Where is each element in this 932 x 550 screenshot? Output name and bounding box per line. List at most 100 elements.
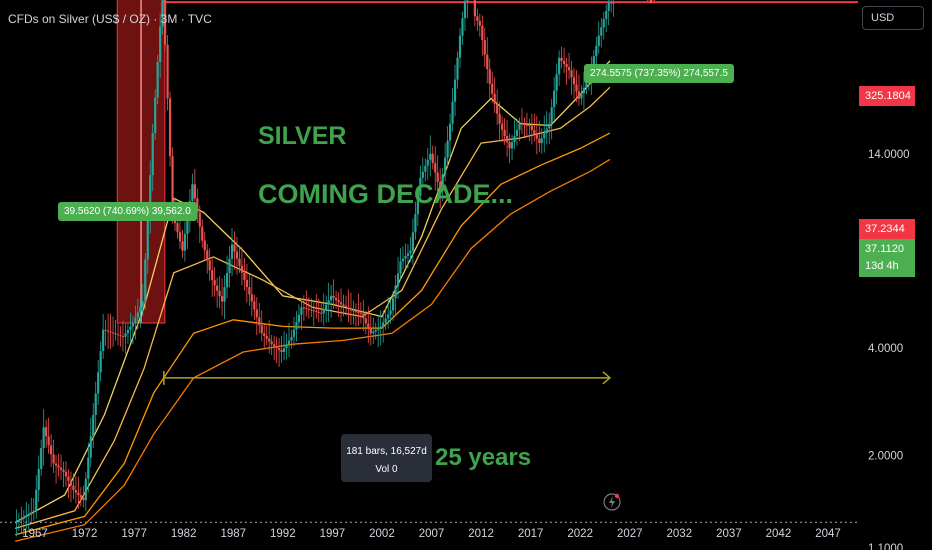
candle-body <box>404 255 407 259</box>
candle-body <box>466 0 469 1</box>
symbol-title[interactable]: CFDs on Silver (US$ / OZ) · 3M · TVC <box>8 12 212 26</box>
candle-body <box>406 253 410 256</box>
candle-body <box>253 301 256 310</box>
candle-body <box>493 93 496 104</box>
candle-body <box>77 492 80 496</box>
candle-body <box>496 103 499 114</box>
x-tick-label: 2007 <box>419 528 445 540</box>
x-tick-label: 2042 <box>766 528 792 540</box>
candle-body <box>458 35 462 58</box>
currency-button[interactable]: USD <box>862 6 924 30</box>
candle-body <box>344 305 348 308</box>
candle-body <box>84 478 87 501</box>
x-tick-label: 2037 <box>716 528 742 540</box>
candle-body <box>382 322 385 327</box>
candle-body <box>248 287 251 295</box>
candle-body <box>245 279 248 288</box>
x-tick-label: 2017 <box>518 528 544 540</box>
candle-body <box>483 40 486 55</box>
x-tick-label: 2022 <box>567 528 593 540</box>
candle-body <box>312 310 315 312</box>
candle-body <box>535 134 538 139</box>
candle-body <box>203 240 206 251</box>
candle-body <box>297 314 301 323</box>
candle-body <box>42 427 45 449</box>
range-arrow-head <box>602 371 612 385</box>
candle-body <box>310 309 313 311</box>
candle-body <box>305 308 308 310</box>
x-tick-label: 2027 <box>617 528 643 540</box>
candle-body <box>553 90 556 108</box>
candle-body <box>342 304 345 306</box>
candle-body <box>102 329 105 352</box>
last-price: 37.1120 <box>865 243 904 255</box>
candle-body <box>379 326 382 329</box>
alert-icon[interactable] <box>603 493 621 511</box>
candle-body <box>240 265 244 273</box>
candle-body <box>391 298 395 311</box>
candle-body <box>233 244 236 252</box>
candle-body <box>255 309 258 318</box>
time-axis[interactable]: 1967 1972 1977 1982 1987 1992 1997 2002 2007 2012… <box>22 528 841 540</box>
x-tick-label: 2047 <box>815 528 841 540</box>
candle-body <box>134 317 137 324</box>
candle-body <box>176 223 179 233</box>
x-tick-label: 1967 <box>22 528 48 540</box>
candle-body <box>441 174 444 192</box>
candle-body <box>25 515 28 518</box>
x-tick-label: 1977 <box>121 528 147 540</box>
candle-body <box>320 312 323 314</box>
x-tick-label: 1987 <box>220 528 246 540</box>
candle-body <box>352 310 355 312</box>
candle-body <box>183 234 187 251</box>
candle-body <box>181 241 184 251</box>
moving-average-3 <box>15 132 611 536</box>
candle-body <box>570 70 573 78</box>
candle-body <box>129 326 132 330</box>
candle-body <box>436 172 439 182</box>
candle-body <box>456 57 459 80</box>
x-tick-label: 2032 <box>667 528 693 540</box>
candle-body <box>107 330 110 332</box>
candle-body <box>451 101 454 124</box>
candle-body <box>605 10 608 20</box>
candle-body <box>481 25 484 41</box>
candle-body <box>317 311 320 313</box>
measure-label-1: 39.5620 (740.69%) 39,562.0 <box>58 202 197 221</box>
candle-body <box>610 2 613 4</box>
target-price-badge: 325.1804 <box>859 86 915 106</box>
candle-body <box>156 62 159 98</box>
last-price-badge: 37.1120 13d 4h <box>859 239 915 277</box>
candle-body <box>94 393 97 415</box>
candle-body <box>285 344 288 349</box>
candle-body <box>446 140 449 158</box>
candle-body <box>57 465 60 468</box>
candle-body <box>59 467 63 470</box>
candle-body <box>334 297 338 301</box>
candle-body <box>144 259 147 302</box>
candle-body <box>191 184 194 201</box>
candle-body <box>429 153 432 160</box>
candle-body <box>548 123 551 129</box>
candle-body <box>364 318 367 324</box>
candle-body <box>478 20 481 26</box>
candle-body <box>567 67 571 71</box>
candle-body <box>510 142 514 149</box>
candle-body <box>597 35 600 46</box>
candle-body <box>45 427 48 437</box>
candle-body <box>198 212 201 227</box>
candle-body <box>79 495 82 498</box>
candle-body <box>277 348 281 351</box>
x-tick-label: 1992 <box>270 528 296 540</box>
candle-body <box>35 489 38 511</box>
candle-body <box>270 341 273 345</box>
x-tick-label: 2012 <box>468 528 494 540</box>
candle-body <box>211 270 214 281</box>
candle-body <box>528 125 531 127</box>
candle-body <box>109 331 112 333</box>
candle-body <box>612 2 615 4</box>
candle-body <box>513 136 516 143</box>
candle-body <box>206 250 209 261</box>
candle-body <box>218 290 221 297</box>
